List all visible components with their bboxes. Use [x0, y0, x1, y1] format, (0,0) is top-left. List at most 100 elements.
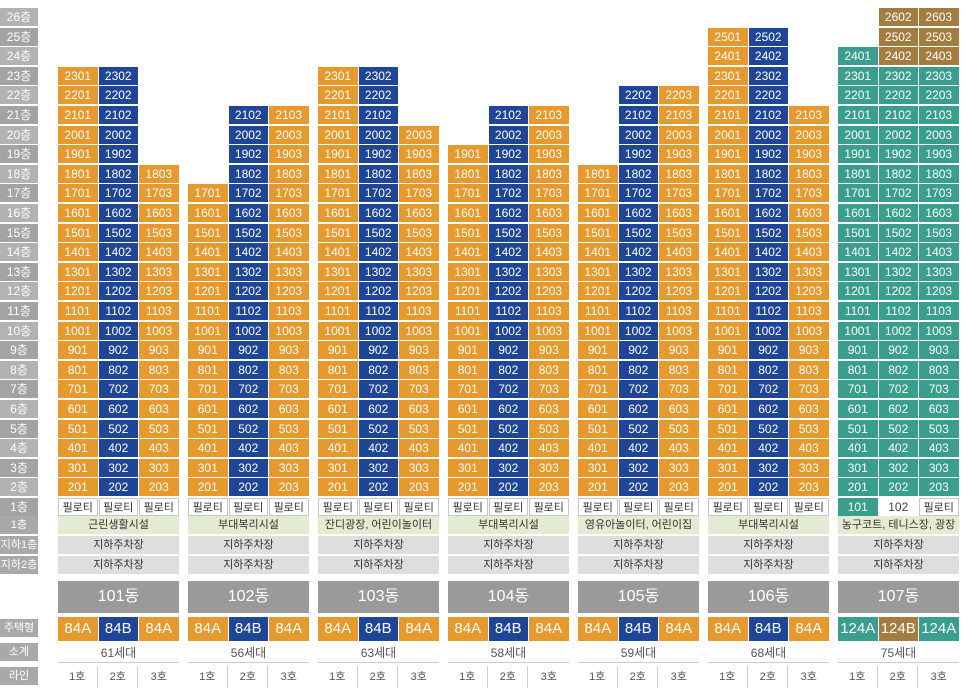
unit-cell[interactable]: 303: [139, 458, 179, 477]
unit-cell[interactable]: 1403: [269, 243, 309, 262]
unit-cell[interactable]: 2302: [748, 66, 788, 85]
unit-cell[interactable]: 1401: [578, 243, 618, 262]
unit-cell[interactable]: 1102: [98, 302, 138, 320]
unit-cell[interactable]: 403: [399, 439, 439, 458]
unit-cell[interactable]: 803: [399, 360, 439, 379]
unit-cell[interactable]: 802: [488, 360, 528, 379]
unit-cell[interactable]: 401: [58, 439, 98, 458]
unit-cell[interactable]: 1503: [789, 223, 829, 242]
unit-cell[interactable]: 802: [878, 360, 918, 379]
unit-cell[interactable]: 1602: [228, 204, 268, 222]
unit-cell[interactable]: 2101: [708, 106, 748, 124]
unit-cell[interactable]: 1503: [919, 223, 959, 242]
unit-cell[interactable]: 2101: [838, 106, 878, 124]
unit-cell[interactable]: 2203: [919, 86, 959, 105]
unit-cell[interactable]: 102: [878, 498, 918, 516]
unit-cell[interactable]: 902: [878, 341, 918, 360]
unit-cell[interactable]: 1903: [659, 145, 699, 164]
unit-cell[interactable]: 801: [838, 360, 878, 379]
unit-cell[interactable]: 702: [748, 380, 788, 399]
unit-cell[interactable]: 1001: [838, 321, 878, 340]
unit-cell[interactable]: 1403: [529, 243, 569, 262]
unit-cell[interactable]: 1202: [98, 282, 138, 301]
unit-cell[interactable]: 1602: [488, 204, 528, 222]
unit-cell[interactable]: 2401: [708, 47, 748, 66]
unit-cell[interactable]: 1902: [878, 145, 918, 164]
unit-cell[interactable]: 2002: [228, 125, 268, 144]
unit-cell[interactable]: 2301: [838, 66, 878, 85]
unit-cell[interactable]: 202: [98, 478, 138, 497]
unit-cell[interactable]: 2103: [919, 106, 959, 124]
unit-cell[interactable]: 1601: [578, 204, 618, 222]
unit-cell[interactable]: 1802: [878, 164, 918, 183]
unit-cell[interactable]: 301: [58, 458, 98, 477]
unit-cell[interactable]: 703: [789, 380, 829, 399]
unit-cell[interactable]: 1403: [789, 243, 829, 262]
unit-cell[interactable]: 901: [58, 341, 98, 360]
unit-cell[interactable]: 1403: [659, 243, 699, 262]
unit-cell[interactable]: 1702: [98, 184, 138, 203]
unit-cell[interactable]: 902: [228, 341, 268, 360]
unit-cell[interactable]: 302: [488, 458, 528, 477]
unit-cell[interactable]: 402: [358, 439, 398, 458]
unit-cell[interactable]: 602: [748, 400, 788, 418]
unit-cell[interactable]: 1301: [188, 262, 228, 281]
unit-cell[interactable]: 301: [838, 458, 878, 477]
unit-cell[interactable]: 1201: [318, 282, 358, 301]
unit-cell[interactable]: 303: [659, 458, 699, 477]
unit-cell[interactable]: 1202: [228, 282, 268, 301]
unit-cell[interactable]: 1001: [188, 321, 228, 340]
unit-cell[interactable]: 1002: [228, 321, 268, 340]
unit-cell[interactable]: 703: [659, 380, 699, 399]
unit-cell[interactable]: 503: [399, 419, 439, 438]
unit-cell[interactable]: 901: [448, 341, 488, 360]
unit-cell[interactable]: 1801: [578, 164, 618, 183]
unit-cell[interactable]: 802: [358, 360, 398, 379]
unit-cell[interactable]: 1802: [488, 164, 528, 183]
unit-cell[interactable]: 1201: [58, 282, 98, 301]
unit-cell[interactable]: 1303: [659, 262, 699, 281]
unit-cell[interactable]: 2002: [618, 125, 658, 144]
unit-cell[interactable]: 1302: [488, 262, 528, 281]
unit-cell[interactable]: 2303: [919, 66, 959, 85]
unit-cell[interactable]: 1903: [789, 145, 829, 164]
unit-cell[interactable]: 702: [488, 380, 528, 399]
unit-cell[interactable]: 1102: [358, 302, 398, 320]
unit-cell[interactable]: 1303: [529, 262, 569, 281]
unit-cell[interactable]: 903: [399, 341, 439, 360]
unit-cell[interactable]: 201: [578, 478, 618, 497]
unit-cell[interactable]: 601: [188, 400, 228, 418]
unit-cell[interactable]: 802: [228, 360, 268, 379]
unit-cell[interactable]: 1601: [838, 204, 878, 222]
unit-cell[interactable]: 1502: [878, 223, 918, 242]
unit-cell[interactable]: 2102: [878, 106, 918, 124]
unit-cell[interactable]: 1603: [529, 204, 569, 222]
unit-cell[interactable]: 1403: [919, 243, 959, 262]
unit-cell[interactable]: 1101: [318, 302, 358, 320]
unit-cell[interactable]: 1401: [838, 243, 878, 262]
unit-cell[interactable]: 1002: [878, 321, 918, 340]
unit-cell[interactable]: 1901: [448, 145, 488, 164]
unit-cell[interactable]: 502: [878, 419, 918, 438]
unit-cell[interactable]: 1803: [399, 164, 439, 183]
unit-cell[interactable]: 1102: [878, 302, 918, 320]
unit-cell[interactable]: 1302: [98, 262, 138, 281]
unit-cell[interactable]: 1301: [58, 262, 98, 281]
unit-cell[interactable]: 1302: [748, 262, 788, 281]
unit-cell[interactable]: 2002: [488, 125, 528, 144]
unit-cell[interactable]: 1501: [578, 223, 618, 242]
unit-cell[interactable]: 1301: [448, 262, 488, 281]
unit-cell[interactable]: 301: [318, 458, 358, 477]
unit-cell[interactable]: 1003: [399, 321, 439, 340]
unit-cell[interactable]: 401: [578, 439, 618, 458]
unit-cell[interactable]: 2002: [878, 125, 918, 144]
unit-cell[interactable]: 403: [139, 439, 179, 458]
unit-cell[interactable]: 1303: [789, 262, 829, 281]
unit-cell[interactable]: 303: [399, 458, 439, 477]
unit-cell[interactable]: 2202: [618, 86, 658, 105]
unit-cell[interactable]: 601: [58, 400, 98, 418]
unit-cell[interactable]: 702: [228, 380, 268, 399]
unit-cell[interactable]: 1301: [838, 262, 878, 281]
unit-cell[interactable]: 1302: [358, 262, 398, 281]
unit-cell[interactable]: 1402: [98, 243, 138, 262]
